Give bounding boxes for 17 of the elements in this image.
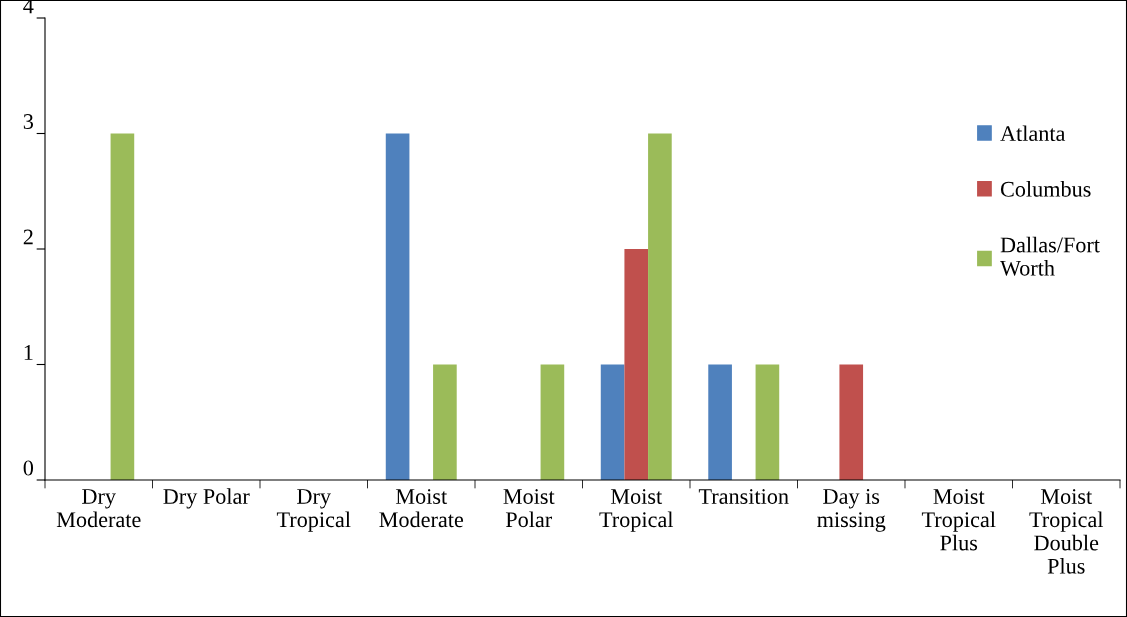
- x-tick-label: Moist Tropical: [599, 489, 674, 532]
- legend-label: Atlanta: [1000, 125, 1066, 142]
- y-tick-label: 0: [23, 460, 34, 476]
- y-tick-label: 1: [24, 345, 33, 360]
- x-tick-label: Moist Moderate: [379, 489, 464, 528]
- legend-label: Columbus: [1000, 181, 1091, 197]
- x-tick-label: Day is missing: [817, 488, 886, 532]
- x-tick-label: Dry Tropical: [276, 489, 351, 532]
- x-tick-label: Dry Polar: [163, 488, 250, 509]
- x-tick-label: Moist Tropical Double Plus: [1029, 489, 1104, 574]
- y-tick-label: 3: [23, 114, 34, 129]
- x-tick-label: Dry Moderate: [56, 489, 141, 528]
- x-tick-label: Transition: [698, 489, 789, 504]
- y-tick-label: 2: [23, 229, 33, 245]
- legend-label: Dallas/Fort Worth: [1000, 236, 1100, 276]
- x-tick-label: Moist Polar: [503, 489, 555, 528]
- x-tick-label: Moist Tropical Plus: [921, 489, 996, 551]
